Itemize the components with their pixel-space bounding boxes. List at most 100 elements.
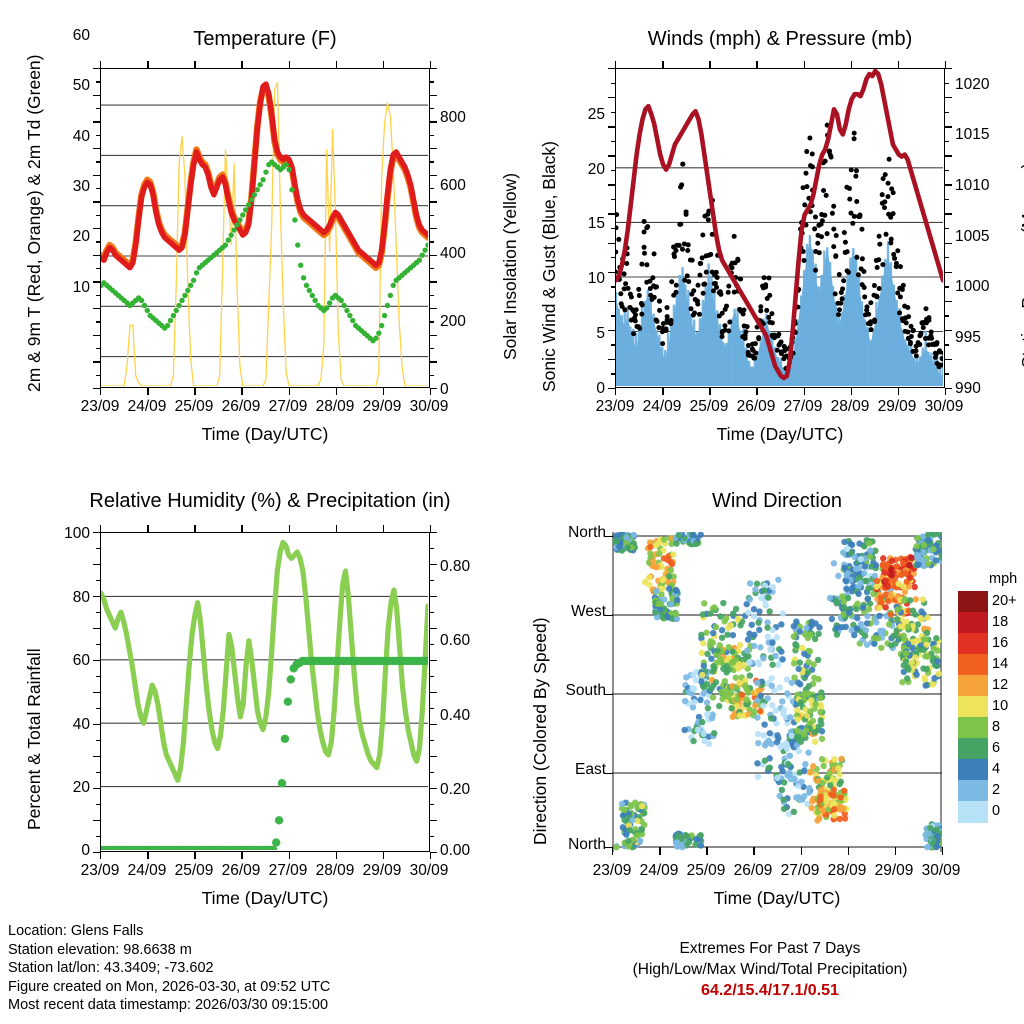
wind-direction-panel-title: Wind Direction bbox=[711, 490, 843, 512]
y-tick-right bbox=[430, 361, 437, 363]
y-tick-left bbox=[608, 388, 615, 390]
temp-xtick-2: 25/09 bbox=[174, 398, 214, 415]
x-tick bbox=[100, 852, 102, 859]
y-tick-left bbox=[93, 724, 100, 726]
y-tick-right bbox=[430, 756, 437, 758]
wd-ytick-south: South bbox=[565, 682, 606, 699]
dewpoint-2m-series bbox=[101, 159, 428, 344]
y-tick-left bbox=[93, 628, 100, 630]
y-minor-tick bbox=[96, 580, 100, 582]
wind-xtick-1: 24/09 bbox=[642, 398, 682, 415]
y-tick-right bbox=[430, 254, 437, 257]
x-tick-top bbox=[945, 61, 947, 68]
press-ytick-990: 990 bbox=[955, 380, 981, 397]
y-tick-right bbox=[945, 271, 952, 274]
colorbar-band-16 bbox=[958, 633, 988, 655]
x-tick bbox=[288, 388, 290, 395]
y-tick-right bbox=[945, 68, 952, 70]
wind-ytick-5: 5 bbox=[596, 325, 605, 342]
wd-ytick-north-bottom: North bbox=[568, 836, 606, 853]
x-tick bbox=[288, 852, 290, 859]
wd-x-tick bbox=[942, 847, 944, 855]
x-tick bbox=[335, 852, 338, 859]
press-ytick-1000: 1000 bbox=[955, 278, 990, 295]
x-tick bbox=[194, 388, 196, 395]
hum-ytick-0: 0 bbox=[81, 842, 90, 859]
y-tick-left bbox=[608, 242, 615, 244]
colorbar-label-16: 16 bbox=[992, 635, 1009, 651]
hum-xtick-7: 30/09 bbox=[409, 862, 449, 879]
y-tick-left bbox=[93, 148, 100, 150]
temp-xtick-7: 30/09 bbox=[409, 398, 449, 415]
temp-2m-series bbox=[101, 81, 428, 271]
y-minor-tick bbox=[96, 161, 100, 163]
y-minor-tick bbox=[96, 676, 100, 678]
y-tick-left bbox=[93, 121, 100, 123]
y-tick-right bbox=[945, 300, 952, 303]
y-minor-tick bbox=[430, 268, 434, 270]
colorbar-band-6 bbox=[958, 738, 988, 760]
hum-ytick-40: 40 bbox=[72, 716, 90, 733]
wind-direction-chart-svg bbox=[612, 532, 942, 852]
x-tick bbox=[850, 388, 853, 395]
wd-y-tick bbox=[605, 847, 613, 849]
x-tick bbox=[382, 852, 385, 859]
y-minor-tick bbox=[96, 294, 100, 297]
y-minor-tick bbox=[945, 140, 949, 143]
y-tick-left bbox=[93, 788, 100, 790]
colorbar-label-20+: 20+ bbox=[992, 593, 1017, 609]
x-tick-top bbox=[335, 61, 338, 68]
y-tick-right bbox=[430, 852, 437, 854]
y-minor-tick bbox=[96, 644, 100, 646]
wind-xtick-6: 29/09 bbox=[877, 398, 917, 415]
y-minor-tick bbox=[611, 257, 615, 259]
y-tick-right bbox=[945, 213, 952, 215]
y-minor-tick bbox=[96, 214, 100, 217]
wind-xtick-7: 30/09 bbox=[924, 398, 964, 415]
y-minor-tick bbox=[96, 612, 100, 614]
y-minor-tick bbox=[430, 374, 434, 377]
x-tick-top bbox=[615, 61, 617, 68]
x-tick-top bbox=[288, 525, 290, 532]
y-minor-tick bbox=[430, 321, 434, 323]
x-tick-top bbox=[709, 61, 711, 68]
wind-direction-plot-area bbox=[612, 532, 942, 852]
y-minor-tick bbox=[96, 772, 100, 774]
colorbar-band-8 bbox=[958, 717, 988, 739]
x-tick bbox=[335, 388, 338, 395]
x-tick bbox=[194, 852, 196, 859]
x-tick bbox=[382, 388, 385, 395]
winds-plot-area bbox=[615, 68, 945, 388]
y-minor-tick bbox=[430, 676, 434, 678]
y-tick-right bbox=[430, 308, 437, 310]
y-tick-left bbox=[608, 358, 615, 361]
y-tick-left bbox=[93, 201, 100, 203]
y-tick-left bbox=[93, 68, 100, 70]
hum-ytick-80: 80 bbox=[72, 589, 90, 606]
x-tick-top bbox=[897, 61, 900, 68]
y-tick-left bbox=[608, 97, 615, 99]
x-tick bbox=[430, 388, 432, 395]
temp-xtick-1: 24/09 bbox=[127, 398, 167, 415]
temp-xtick-3: 26/09 bbox=[221, 398, 261, 415]
y-tick-right bbox=[430, 94, 437, 97]
wd-y-tick bbox=[605, 615, 613, 617]
x-tick bbox=[147, 852, 149, 859]
colorbar-band-10 bbox=[958, 696, 988, 718]
temp-ytick-60: 60 bbox=[72, 27, 90, 44]
wd-xtick-4: 27/09 bbox=[780, 862, 820, 879]
y-minor-tick bbox=[611, 169, 615, 172]
wd-ytick-east: East bbox=[574, 761, 606, 778]
y-minor-tick bbox=[945, 373, 949, 375]
y-minor-tick bbox=[945, 198, 949, 201]
y-tick-left bbox=[93, 361, 100, 363]
y-minor-tick bbox=[430, 214, 434, 217]
winds-panel-title: Winds (mph) & Pressure (mb) bbox=[647, 28, 913, 50]
metadata-line-created: Figure created on Mon, 2026-03-30, at 09… bbox=[8, 978, 331, 995]
x-tick-top bbox=[382, 525, 385, 532]
station-pressure-series bbox=[616, 69, 943, 381]
hum-xtick-6: 29/09 bbox=[362, 862, 402, 879]
hum-xtick-2: 25/09 bbox=[174, 862, 214, 879]
hum-xtick-1: 24/09 bbox=[127, 862, 167, 879]
press-ytick-1015: 1015 bbox=[955, 126, 990, 143]
